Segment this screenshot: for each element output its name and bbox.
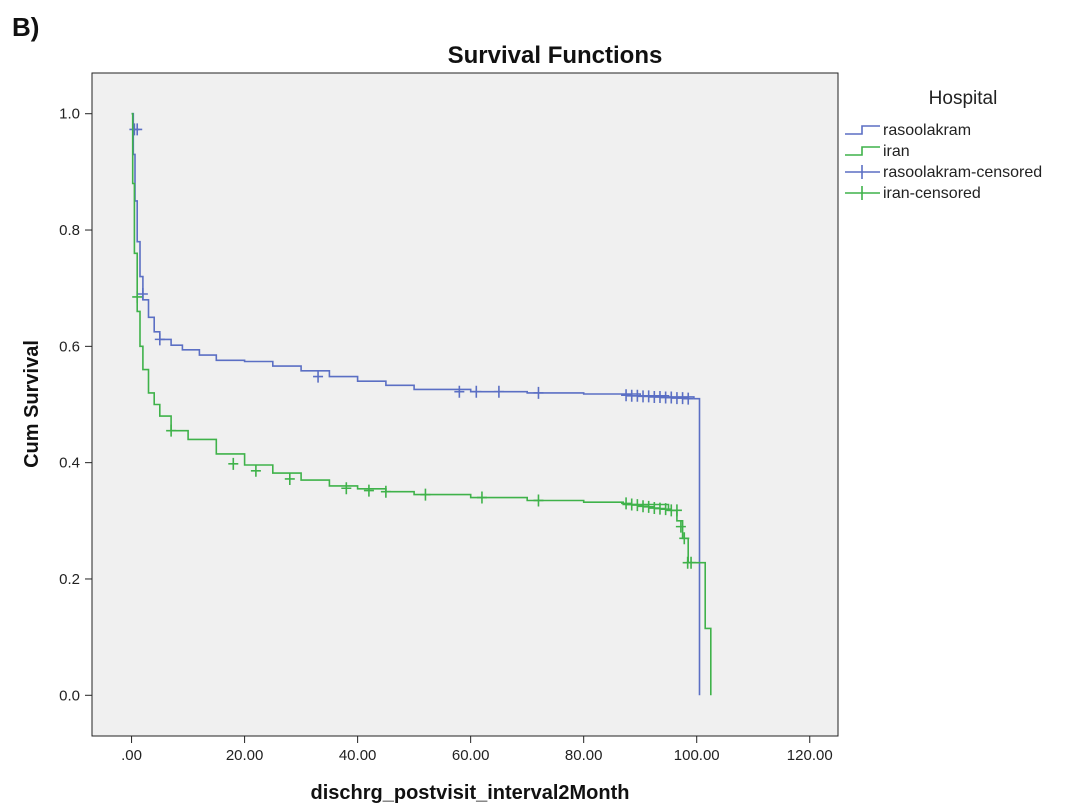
axes: .00 20.00 40.00 60.00 80.00 100.00 120.00 0.0 0.… [59, 106, 833, 764]
y-axis-label: Cum Survival [21, 340, 43, 468]
censor-mark-0 [313, 370, 324, 383]
censor-mark-0 [683, 392, 694, 405]
x-tick-label: 80.00 [565, 747, 603, 764]
y-tick-label: 0.8 [59, 222, 80, 239]
x-tick-label: 60.00 [452, 747, 490, 764]
legend-censor-swatch [845, 186, 880, 200]
censor-mark-1 [643, 500, 654, 513]
censor-mark-1 [363, 484, 374, 497]
y-tick-label: 0.4 [59, 455, 80, 472]
censor-mark-1 [679, 532, 690, 545]
censor-mark-1 [621, 497, 632, 510]
y-tick-label: 1.0 [59, 106, 80, 123]
censor-mark-0 [533, 386, 544, 399]
censor-mark-1 [132, 290, 143, 303]
x-tick-label: 100.00 [674, 747, 720, 764]
x-tick-label: .00 [121, 747, 142, 764]
censor-mark-0 [154, 333, 165, 346]
censor-mark-1 [476, 491, 487, 504]
censor-mark-1 [533, 494, 544, 507]
censor-mark-1 [166, 424, 177, 437]
censor-mark-0 [493, 385, 504, 398]
panel-label: B) [12, 12, 40, 42]
legend-line-swatch [845, 146, 880, 156]
x-tick-label: 120.00 [787, 747, 833, 764]
x-tick-label: 20.00 [226, 747, 264, 764]
legend-item-label: rasoolakram [883, 122, 971, 139]
censor-mark-1 [671, 504, 682, 517]
censor-mark-0 [454, 385, 465, 398]
legend-item-label: iran-censored [883, 185, 981, 202]
y-tick-label: 0.2 [59, 571, 80, 588]
plot-area [91, 72, 839, 737]
censor-mark-0 [137, 288, 148, 300]
legend: Hospital rasoolakram iran rasoolakram-censo… [845, 88, 1042, 202]
censor-mark-1 [284, 472, 295, 485]
censor-mark-0 [132, 123, 143, 136]
series-layer [129, 112, 712, 696]
x-tick-label: 40.00 [339, 747, 377, 764]
censor-mark-1 [660, 503, 671, 516]
censor-mark-1 [341, 482, 352, 495]
legend-censor-swatch [845, 165, 880, 179]
x-axis-label: dischrg_postvisit_interval2Month [311, 782, 630, 804]
y-tick-label: 0.0 [59, 687, 80, 704]
censor-mark-1 [686, 556, 697, 569]
legend-item-label: iran [883, 143, 910, 160]
y-tick-label: 0.6 [59, 338, 80, 355]
censor-mark-1 [420, 488, 431, 501]
chart-title: Survival Functions [448, 42, 663, 69]
censor-mark-1 [228, 457, 239, 470]
censor-mark-1 [675, 520, 686, 533]
censor-mark-1 [380, 485, 391, 498]
series-line-0 [131, 112, 701, 696]
legend-title: Hospital [929, 88, 998, 109]
censor-mark-1 [250, 464, 261, 477]
censor-mark-1 [632, 499, 643, 512]
censor-mark-0 [471, 385, 482, 398]
legend-line-swatch [845, 125, 880, 135]
legend-item-label: rasoolakram-censored [883, 164, 1042, 181]
